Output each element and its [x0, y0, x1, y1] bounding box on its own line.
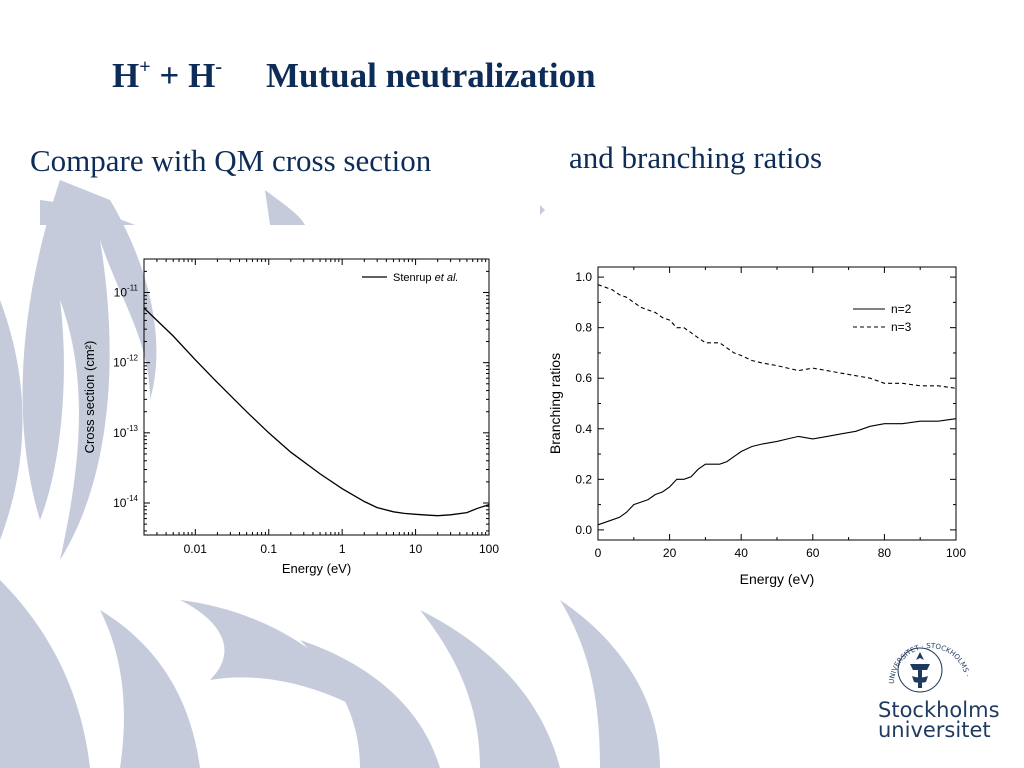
flame-shape [560, 600, 660, 768]
y-tick-label: 1.0 [575, 270, 592, 284]
flame-shape [540, 205, 545, 215]
plot-frame [143, 258, 490, 536]
flame-shape [22, 180, 157, 560]
x-tick-label: 100 [946, 546, 966, 560]
x-tick-label: 0 [595, 546, 602, 560]
flame-shape [300, 640, 440, 768]
legend-label: Stenrup et al. [393, 272, 458, 284]
x-tick-label: 40 [735, 546, 749, 560]
flame-shape [265, 190, 305, 225]
cross-section-chart: 0.01 0.1 1 10 100 10-14 10-13 10-12 10-11 Energy … [82, 258, 499, 576]
x-tick-label: 100 [479, 542, 499, 556]
y-tick-label: 0.0 [575, 523, 592, 537]
series-line-n-2 [597, 418, 957, 526]
x-tick-label: 60 [806, 546, 820, 560]
flame-shape [180, 600, 380, 720]
series-line-n-3 [597, 284, 957, 389]
legend-label: n=2 [891, 302, 912, 316]
university-wordmark: Stockholms universitet [878, 698, 1000, 742]
y-tick-label: 10-11 [114, 283, 139, 299]
flame-shape [420, 610, 560, 768]
y-axis-label: Cross section (cm²) [82, 341, 97, 454]
y-tick-label: 0.8 [575, 321, 592, 335]
x-axis-label: Energy (eV) [740, 571, 815, 587]
legend-label: n=3 [891, 320, 912, 334]
subtitle-right: and branching ratios [569, 140, 823, 175]
university-seal: UNIVERSITET · STOCKHOLMS · [888, 642, 971, 693]
seal-text: UNIVERSITET · STOCKHOLMS · [888, 642, 971, 684]
y-tick-label: 0.4 [575, 422, 592, 436]
slide-title: H+ + H- Mutual neutralization [112, 56, 596, 95]
y-axis-label: Branching ratios [547, 353, 563, 454]
y-tick-label: 0.6 [575, 371, 592, 385]
x-axis-label: Energy (eV) [282, 561, 351, 576]
x-tick-label: 0.01 [184, 542, 208, 556]
subtitle-left: Compare with QM cross section [30, 143, 432, 178]
flame-shape [0, 580, 90, 768]
y-tick-label: 10-14 [113, 494, 138, 510]
x-tick-label: 1 [339, 542, 346, 556]
x-tick-label: 10 [409, 542, 423, 556]
seal-emblem-icon [910, 652, 930, 688]
y-tick-label: 10-13 [113, 424, 138, 440]
logo-line-2: universitet [878, 718, 991, 742]
series-line-stenrup [143, 307, 490, 517]
logo-line-1: Stockholms [878, 698, 1000, 722]
y-tick-label: 10-12 [113, 354, 138, 370]
x-tick-label: 0.1 [260, 542, 277, 556]
y-tick-label: 0.2 [575, 472, 592, 486]
x-tick-label: 20 [663, 546, 677, 560]
flame-shape [40, 200, 135, 225]
x-tick-label: 80 [878, 546, 892, 560]
seal-ring [897, 647, 943, 693]
flame-shape [0, 300, 23, 540]
flame-shape [100, 610, 200, 768]
branching-ratio-chart: 0 20 40 60 80 100 0.0 0.2 0.4 0.6 0.8 1.0 Energy (eV… [547, 266, 966, 587]
